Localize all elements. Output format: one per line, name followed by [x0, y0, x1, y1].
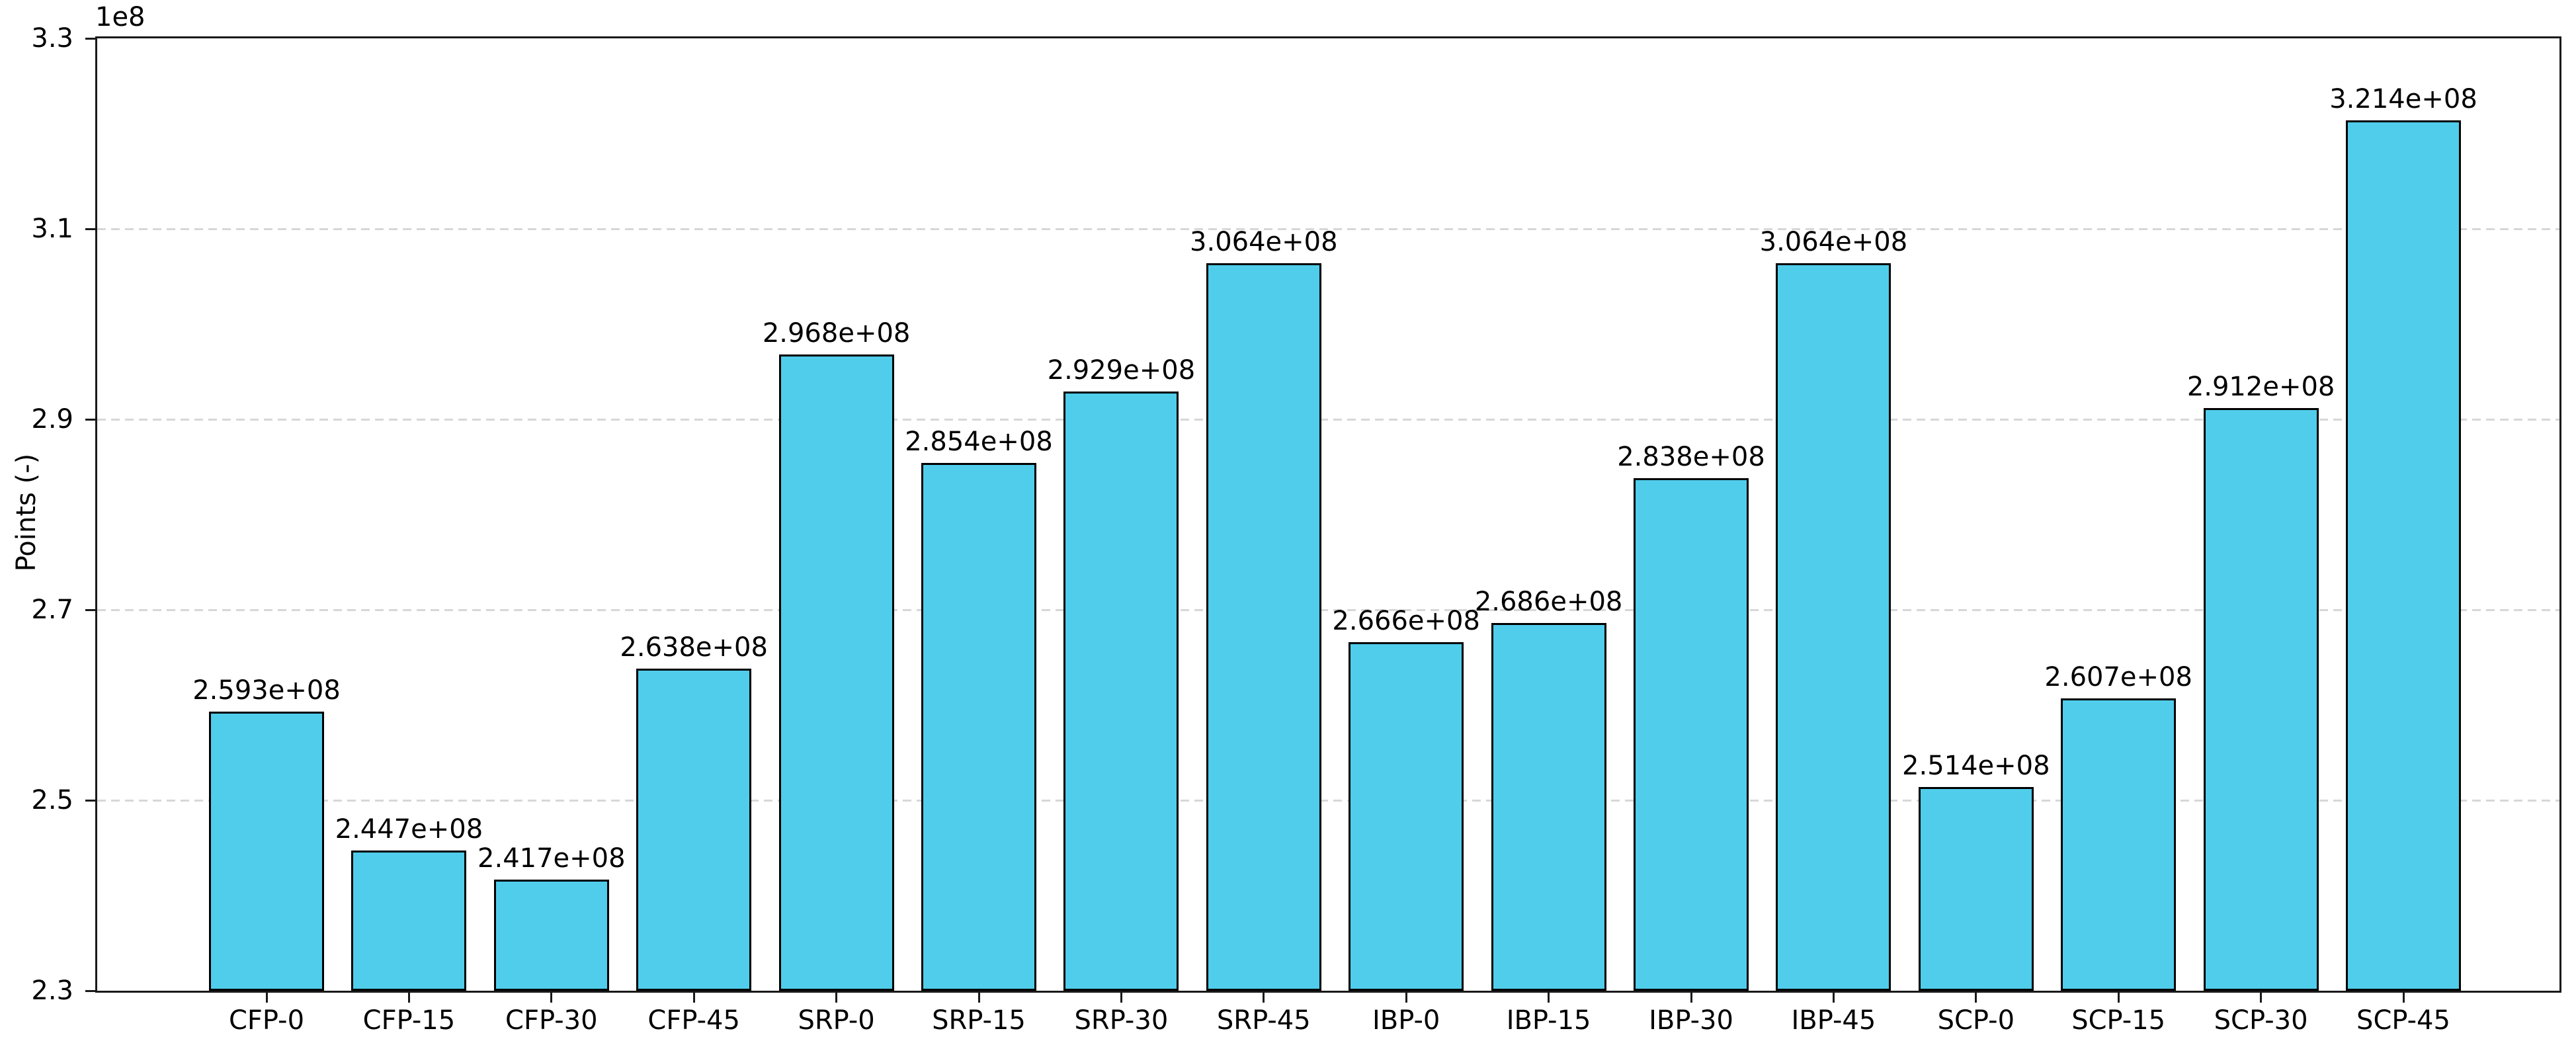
y-tick-label: 3.1 [31, 214, 73, 244]
x-axis-tick [1263, 993, 1265, 1003]
bar-value-label: 2.593e+08 [192, 675, 341, 706]
plot-area: 1e8 3.3 3.1 2.9 2.7 2.5 2.3 2.593e+08 CFP-0 2.44… [31, 2, 2561, 1036]
x-axis-tick [550, 993, 553, 1003]
y-axis-tick [85, 989, 95, 992]
x-tick-label: SCP-15 [2071, 1005, 2166, 1036]
x-axis-tick [1120, 993, 1122, 1003]
bar-value-label: 2.838e+08 [1617, 442, 1765, 473]
bar-value-label: 2.968e+08 [762, 318, 911, 349]
gridline [97, 228, 2559, 230]
bar [493, 879, 609, 991]
bar-value-label: 2.417e+08 [478, 843, 626, 874]
x-axis-tick [692, 993, 695, 1003]
x-tick-label: SRP-15 [932, 1005, 1026, 1036]
x-tick-label: SRP-0 [798, 1005, 875, 1036]
bar [351, 851, 467, 991]
x-axis-tick [1405, 993, 1407, 1003]
bar-value-label: 2.607e+08 [2044, 661, 2192, 692]
bar [1491, 623, 1606, 991]
bar [1634, 478, 1749, 991]
bar-value-label: 2.912e+08 [2186, 371, 2335, 402]
axis-offset-label: 1e8 [95, 2, 145, 32]
x-axis-tick [265, 993, 268, 1003]
x-tick-label: IBP-0 [1372, 1005, 1440, 1036]
y-tick-label: 2.5 [31, 785, 73, 815]
bar-value-label: 3.064e+08 [1190, 226, 1338, 257]
bar-value-label: 2.686e+08 [1474, 587, 1623, 618]
bar-value-label: 2.929e+08 [1047, 355, 1196, 386]
x-tick-label: SRP-45 [1216, 1005, 1311, 1036]
bar [1349, 642, 1464, 991]
gridline [97, 418, 2559, 421]
gridline [97, 608, 2559, 611]
x-tick-label: SCP-0 [1937, 1005, 2015, 1036]
x-tick-label: SRP-30 [1074, 1005, 1169, 1036]
y-tick-label: 2.7 [31, 595, 73, 625]
y-axis-tick [85, 228, 95, 230]
bar-value-label: 2.638e+08 [620, 632, 768, 663]
bar [921, 463, 1036, 991]
bar [778, 354, 894, 991]
x-tick-label: SCP-30 [2214, 1005, 2308, 1036]
x-tick-label: IBP-15 [1506, 1005, 1591, 1036]
x-axis-tick [977, 993, 980, 1003]
y-axis-tick [85, 418, 95, 421]
x-tick-label: CFP-30 [505, 1005, 598, 1036]
bar [1776, 263, 1891, 991]
x-axis-tick [2402, 993, 2405, 1003]
bar-value-label: 2.666e+08 [1332, 605, 1480, 636]
bar-value-label: 2.447e+08 [335, 814, 483, 845]
gridline [97, 799, 2559, 802]
x-axis-tick [2260, 993, 2263, 1003]
bar [2061, 698, 2177, 991]
y-axis-label: Points (-) [11, 453, 42, 572]
bar [636, 669, 752, 991]
y-axis-tick [85, 799, 95, 802]
y-tick-label: 3.3 [31, 23, 73, 54]
y-axis-tick [85, 37, 95, 40]
x-axis-tick [1690, 993, 1692, 1003]
x-axis-tick [1832, 993, 1835, 1003]
bar [1063, 392, 1179, 991]
y-tick-label: 2.9 [31, 404, 73, 435]
y-tick-label: 2.3 [31, 976, 73, 1006]
bar-value-label: 2.514e+08 [1902, 750, 2050, 781]
bar [1918, 786, 2034, 991]
x-tick-label: IBP-45 [1791, 1005, 1876, 1036]
x-tick-label: SCP-45 [2356, 1005, 2450, 1036]
bar-value-label: 2.854e+08 [905, 427, 1053, 458]
bar-value-label: 3.064e+08 [1759, 226, 1908, 257]
bar [2346, 120, 2461, 991]
x-axis-tick [407, 993, 410, 1003]
x-tick-label: CFP-0 [228, 1005, 305, 1036]
x-axis-tick [1548, 993, 1550, 1003]
x-axis-tick [2117, 993, 2120, 1003]
y-axis-tick [85, 608, 95, 611]
x-axis-tick [1975, 993, 1977, 1003]
x-tick-label: CFP-15 [362, 1005, 456, 1036]
x-axis-tick [835, 993, 838, 1003]
x-tick-label: IBP-30 [1649, 1005, 1733, 1036]
bar-value-label: 3.214e+08 [2329, 83, 2477, 114]
bar [209, 712, 324, 991]
bar [2203, 407, 2319, 991]
bar [1206, 263, 1321, 991]
x-tick-label: CFP-45 [647, 1005, 740, 1036]
